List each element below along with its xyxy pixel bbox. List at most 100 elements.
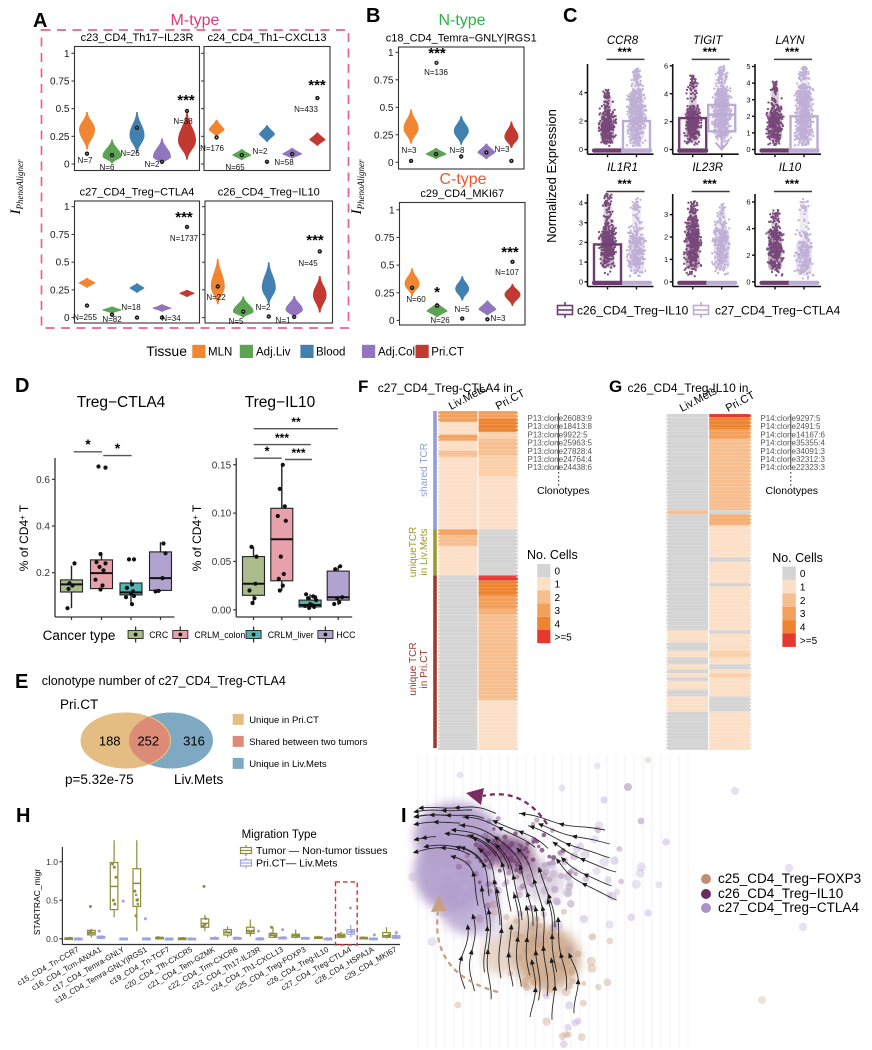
svg-text:4: 4 (746, 79, 750, 88)
svg-text:0.75: 0.75 (50, 230, 70, 241)
svg-text:C: C (563, 5, 577, 27)
svg-text:Adj.Col: Adj.Col (378, 347, 415, 359)
svg-text:N=6: N=6 (100, 163, 115, 172)
svg-text:6: 6 (746, 198, 750, 207)
svg-text:0.75: 0.75 (50, 76, 70, 87)
svg-text:N=107: N=107 (495, 268, 519, 277)
svg-text:c24_CD4_Th1−CXCL13: c24_CD4_Th1−CXCL13 (208, 32, 327, 44)
svg-text:N=8: N=8 (450, 146, 465, 155)
svg-text:c29_CD4_MKI67: c29_CD4_MKI67 (420, 188, 504, 200)
svg-text:N=60: N=60 (406, 295, 426, 304)
svg-text:N=18: N=18 (121, 303, 141, 312)
svg-text:0.75: 0.75 (375, 233, 395, 244)
svg-text:2: 2 (746, 112, 750, 121)
svg-text:c26_CD4_Treg−IL10: c26_CD4_Treg−IL10 (218, 187, 320, 199)
svg-text:N=45: N=45 (298, 259, 318, 268)
svg-text:N=136: N=136 (424, 68, 448, 77)
svg-text:0.25: 0.25 (50, 285, 70, 296)
svg-text:4: 4 (579, 199, 583, 208)
svg-text:IL10: IL10 (779, 162, 802, 174)
svg-text:N=3: N=3 (402, 146, 417, 155)
svg-text:0.5: 0.5 (56, 104, 70, 115)
svg-text:***: *** (177, 92, 195, 109)
svg-text:N=255: N=255 (73, 313, 97, 322)
svg-text:***: *** (617, 177, 631, 191)
svg-text:0.25: 0.25 (374, 130, 394, 141)
svg-text:0.5: 0.5 (380, 103, 394, 114)
svg-text:N=38: N=38 (173, 117, 193, 126)
svg-text:0: 0 (746, 277, 750, 286)
svg-text:1: 1 (389, 205, 395, 216)
svg-text:Tissue: Tissue (146, 343, 187, 359)
svg-text:CCR8: CCR8 (607, 35, 639, 47)
svg-text:Pri.CT: Pri.CT (431, 347, 464, 359)
svg-text:N=5: N=5 (229, 317, 244, 326)
svg-text:***: *** (428, 45, 446, 62)
svg-text:0: 0 (746, 145, 750, 154)
svg-text:0.75: 0.75 (374, 75, 394, 86)
svg-text:0: 0 (389, 316, 395, 327)
svg-text:1: 1 (579, 258, 583, 267)
svg-text:0: 0 (64, 313, 70, 324)
svg-text:1: 1 (746, 129, 750, 138)
svg-text:N=26: N=26 (430, 316, 450, 325)
svg-text:c27_CD4_Treg−CTLA4: c27_CD4_Treg−CTLA4 (80, 187, 195, 199)
svg-text:N=65: N=65 (225, 163, 245, 172)
svg-text:***: *** (617, 45, 631, 59)
svg-text:N=3: N=3 (491, 314, 506, 323)
svg-text:N=2: N=2 (145, 160, 160, 169)
svg-text:N=2: N=2 (256, 303, 271, 312)
svg-text:2: 2 (746, 251, 750, 260)
svg-text:0.25: 0.25 (50, 132, 70, 143)
svg-text:0.5: 0.5 (381, 261, 395, 272)
svg-text:1: 1 (64, 202, 70, 213)
svg-text:c23_CD4_Th17−IL23R: c23_CD4_Th17−IL23R (81, 32, 194, 44)
svg-text:2: 2 (664, 117, 668, 126)
svg-text:LAYN: LAYN (775, 35, 805, 47)
svg-text:N=7: N=7 (78, 156, 93, 165)
svg-text:2: 2 (579, 238, 583, 247)
svg-text:***: *** (785, 177, 799, 191)
svg-text:N=34: N=34 (161, 314, 181, 323)
svg-text:***: *** (175, 209, 193, 226)
svg-text:A: A (33, 10, 47, 32)
svg-text:4: 4 (579, 88, 583, 97)
svg-text:***: *** (501, 244, 519, 261)
svg-text:N=5: N=5 (455, 305, 470, 314)
svg-text:MLN: MLN (208, 347, 232, 359)
svg-text:***: *** (308, 77, 326, 94)
svg-text:N=26: N=26 (120, 149, 140, 158)
svg-text:3: 3 (664, 210, 668, 219)
svg-text:N=82: N=82 (102, 315, 122, 324)
svg-text:N=58: N=58 (274, 158, 294, 167)
svg-text:0: 0 (64, 160, 70, 171)
svg-text:5: 5 (746, 62, 750, 71)
svg-text:1: 1 (64, 49, 70, 60)
svg-text:6: 6 (664, 61, 668, 70)
svg-text:C-type: C-type (439, 171, 486, 188)
svg-text:0: 0 (388, 158, 394, 169)
svg-text:N=2: N=2 (253, 147, 268, 156)
svg-text:2: 2 (579, 117, 583, 126)
svg-text:2: 2 (664, 233, 668, 242)
svg-text:0: 0 (664, 277, 668, 286)
svg-text:4: 4 (664, 89, 668, 98)
svg-text:***: *** (703, 45, 717, 59)
svg-text:TIGIT: TIGIT (693, 35, 723, 47)
svg-text:N=22: N=22 (206, 293, 226, 302)
svg-text:M-type: M-type (171, 12, 220, 29)
svg-text:***: *** (785, 45, 799, 59)
svg-text:N-type: N-type (438, 12, 485, 29)
svg-text:N=176: N=176 (200, 144, 224, 153)
svg-text:N=1737: N=1737 (170, 234, 199, 243)
svg-text:1: 1 (388, 48, 394, 59)
svg-text:Normalized Expression: Normalized Expression (544, 109, 559, 243)
svg-text:0: 0 (579, 145, 583, 154)
svg-text:3: 3 (579, 218, 583, 227)
svg-text:IL23R: IL23R (692, 162, 723, 174)
svg-text:1: 1 (664, 255, 668, 264)
svg-text:***: *** (306, 232, 324, 249)
svg-text:***: *** (703, 177, 717, 191)
svg-text:N=433: N=433 (294, 105, 318, 114)
svg-text:0: 0 (579, 277, 583, 286)
